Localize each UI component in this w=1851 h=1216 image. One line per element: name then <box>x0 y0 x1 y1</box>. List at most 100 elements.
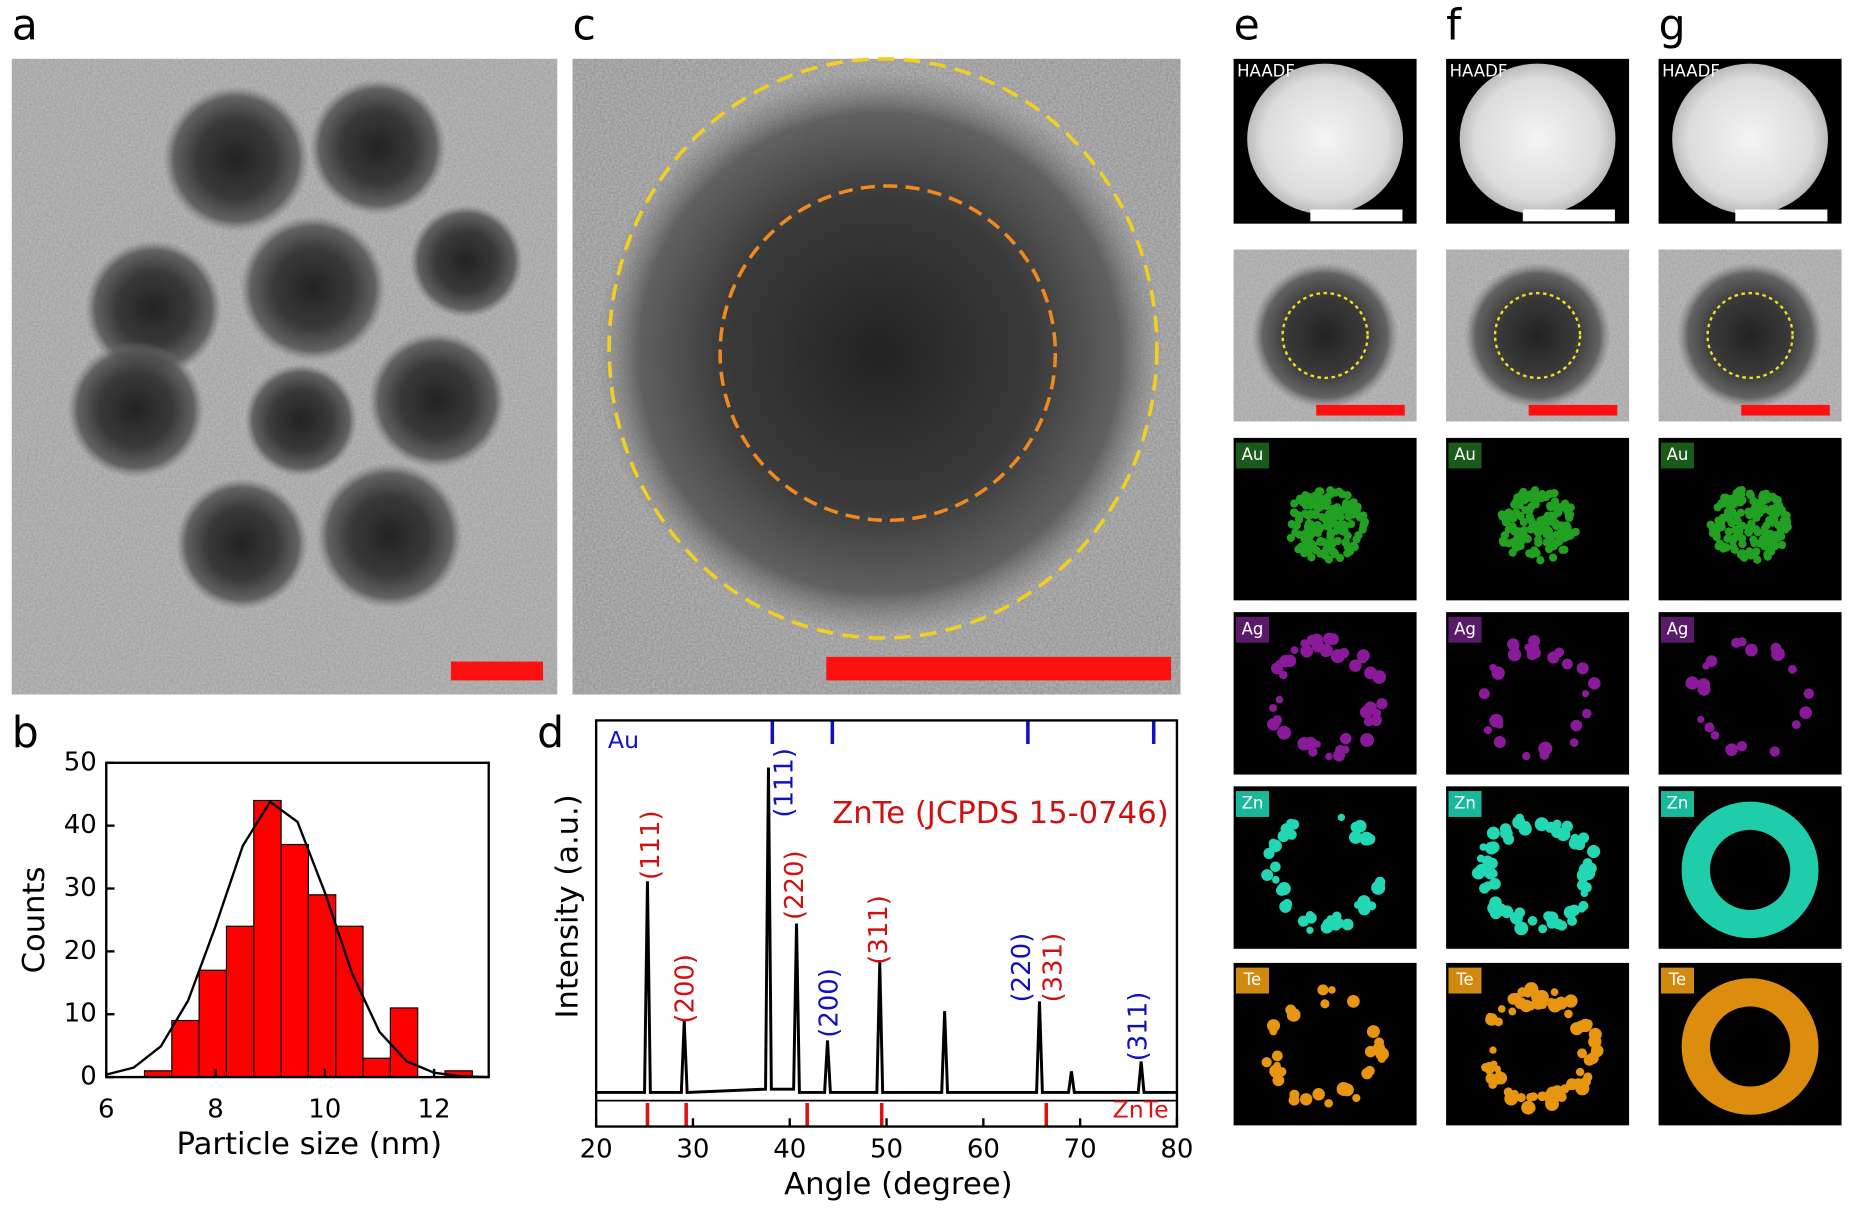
map-dot <box>1295 530 1304 539</box>
map-dot <box>1334 487 1344 496</box>
element-label: Au <box>1454 445 1476 464</box>
map-dot <box>1568 837 1582 850</box>
x-tick-label: 40 <box>773 1135 806 1165</box>
haadf-label: HAADF <box>1237 61 1295 80</box>
bar <box>253 799 282 1078</box>
map-dot <box>1486 826 1500 840</box>
map-dot <box>1289 508 1299 517</box>
map-dot <box>1349 659 1362 672</box>
map-dot <box>1532 989 1541 998</box>
map-dot <box>1546 917 1558 929</box>
map-dot <box>1275 695 1284 704</box>
map-dot <box>1330 919 1342 931</box>
map-dot <box>1350 821 1362 833</box>
map-dot <box>1363 716 1374 727</box>
scale-bar <box>1522 209 1615 222</box>
map-dot <box>1544 526 1553 535</box>
map-dot <box>1328 547 1337 557</box>
map-dot <box>1343 542 1352 552</box>
map-dot <box>1348 830 1363 844</box>
map-dot <box>1306 539 1315 548</box>
map-dot <box>1275 659 1284 668</box>
particle <box>316 462 463 609</box>
map-dot <box>1587 844 1601 859</box>
map-dot <box>1282 898 1293 909</box>
map-dot <box>1529 495 1538 504</box>
particle <box>1464 262 1611 409</box>
map-dot <box>1366 1025 1380 1039</box>
bar <box>198 969 228 1078</box>
map-dot <box>1324 1098 1333 1108</box>
map-dot <box>1277 830 1290 843</box>
element-label: Ag <box>1667 619 1689 638</box>
map-dot <box>1360 733 1374 747</box>
reference-label: Au <box>608 726 639 754</box>
map-dot <box>1261 1057 1272 1068</box>
map-dot <box>1777 520 1786 530</box>
map-dot <box>1570 719 1583 732</box>
map-dot <box>1269 703 1278 713</box>
y-tick-label: 40 <box>64 810 97 840</box>
map-dot <box>1326 537 1335 547</box>
map-dot <box>1269 1064 1283 1078</box>
core-outline <box>1281 291 1369 380</box>
map-dot <box>1538 924 1548 934</box>
bar <box>280 843 310 1078</box>
map-dot <box>1730 545 1739 554</box>
map-dot <box>1312 490 1321 500</box>
map-dot <box>1270 861 1281 873</box>
map-dot <box>1522 752 1531 761</box>
map-dot <box>1338 527 1348 536</box>
map-dot <box>1272 715 1283 725</box>
haadf-label: HAADF <box>1450 61 1508 80</box>
peak-label: (220) <box>1007 933 1037 1003</box>
plot-frame <box>105 761 490 1079</box>
particle <box>162 85 310 232</box>
element-tag <box>1660 967 1694 994</box>
map-dot <box>1731 492 1740 501</box>
map-dot <box>1324 555 1334 564</box>
map-dot <box>1347 995 1360 1008</box>
map-dot <box>1370 714 1382 727</box>
haadf-label: HAADF <box>1662 61 1720 80</box>
element-label: Te <box>1668 970 1686 989</box>
map-dot <box>1364 1065 1375 1076</box>
map-dot <box>1721 493 1730 502</box>
map-dot <box>1561 658 1573 670</box>
element-tag <box>1448 791 1482 817</box>
map-dot <box>1316 524 1325 533</box>
map-dot <box>1303 546 1312 555</box>
map-dot <box>1272 1074 1285 1087</box>
map-dot <box>1376 698 1388 710</box>
map-dot <box>1527 1103 1536 1113</box>
scale-bar <box>1735 209 1828 222</box>
scale-bar <box>1310 209 1403 222</box>
map-dot <box>1520 820 1531 831</box>
map-dot <box>1575 1081 1590 1096</box>
map-dot <box>1538 491 1547 501</box>
map-dot <box>1499 823 1512 835</box>
core-outline <box>1706 291 1794 380</box>
peak-label: (311) <box>1124 992 1154 1062</box>
map-dot <box>1759 541 1768 550</box>
map-dot <box>1706 520 1715 529</box>
map-dot <box>1347 519 1356 529</box>
bar <box>335 925 364 1078</box>
element-label: Au <box>1667 445 1689 464</box>
map-dot <box>1485 1013 1498 1026</box>
map-dot <box>1286 533 1296 543</box>
map-dot <box>1733 528 1742 538</box>
map-dot <box>1277 725 1292 740</box>
map-dot <box>1322 499 1331 508</box>
map-dot <box>1737 534 1747 543</box>
map-dot <box>1490 1060 1498 1068</box>
map-dot <box>1305 911 1315 920</box>
map-dot <box>1508 1007 1517 1016</box>
map-dot <box>1294 515 1304 524</box>
x-tick-label: 50 <box>870 1135 903 1165</box>
map-dot <box>1507 638 1520 651</box>
particle <box>368 331 506 469</box>
xrd-trace <box>596 767 1177 1094</box>
map-dot <box>1261 869 1274 882</box>
x-tick-label: 80 <box>1160 1135 1193 1165</box>
